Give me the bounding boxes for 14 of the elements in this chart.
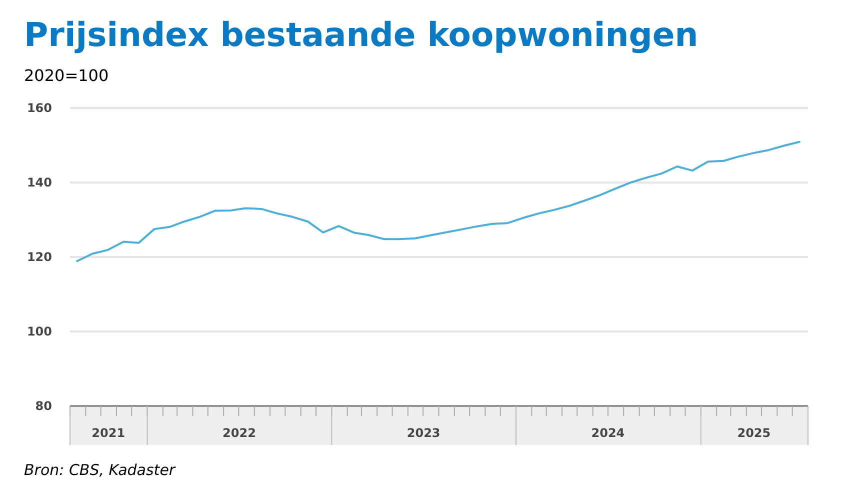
x-tick-label: 2025 [737,426,771,440]
text: Bron: CBS, Kadaster [24,461,176,479]
x-tick-label: 2021 [92,426,126,440]
chart-title: Prijsindex bestaande koopwoningen [24,15,698,54]
x-tick-label: 2024 [591,426,625,440]
y-tick-label: 140 [26,176,52,190]
y-tick-label: 160 [26,101,52,115]
y-tick-label: 80 [35,399,52,413]
y-tick-label: 120 [26,250,52,264]
x-tick-label: 2023 [406,426,440,440]
chart-subtitle: 2020=100 [24,66,109,85]
y-tick-label: 100 [26,324,52,338]
line-series [76,140,800,262]
x-tick-label: 2022 [222,426,256,440]
